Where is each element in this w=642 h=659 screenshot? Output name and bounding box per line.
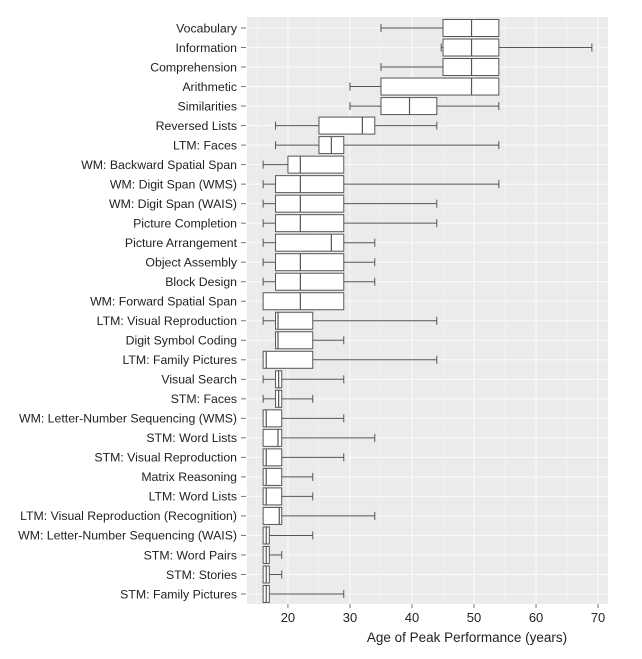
category-label: STM: Family Pictures: [120, 587, 237, 601]
box-stm-family-pictures: [262, 585, 345, 603]
category-label: Comprehension: [150, 60, 237, 74]
box-wm-letter-number-sequencing-wais-: [262, 526, 314, 545]
box-stm-word-lists: [262, 428, 376, 447]
iqr-box: [380, 77, 500, 96]
box-reversed-lists: [275, 116, 438, 135]
iqr-box: [275, 175, 345, 194]
box-wm-digit-span-wms-: [262, 175, 500, 194]
box-wm-backward-spatial-span: [262, 155, 345, 174]
iqr-box: [442, 58, 500, 77]
iqr-box: [380, 97, 438, 116]
iqr-box: [442, 38, 500, 57]
category-label: Digit Symbol Coding: [126, 334, 238, 348]
category-label: LTM: Faces: [173, 138, 237, 152]
category-label: STM: Visual Reproduction: [94, 451, 237, 465]
category-label: Information: [175, 41, 237, 55]
box-wm-forward-spatial-span: [262, 292, 345, 311]
iqr-box: [262, 487, 283, 506]
box-wm-digit-span-wais-: [262, 194, 438, 213]
category-label: Object Assembly: [145, 256, 237, 270]
category-label: Picture Completion: [133, 216, 237, 230]
iqr-box: [262, 292, 345, 311]
x-tick-label: 40: [405, 610, 419, 625]
category-label: STM: Faces: [171, 392, 237, 406]
box-arithmetic: [349, 77, 500, 96]
iqr-box: [275, 272, 345, 291]
iqr-box: [442, 19, 500, 37]
box-stm-faces: [262, 389, 314, 408]
category-label: LTM: Family Pictures: [122, 353, 237, 367]
iqr-box: [262, 506, 283, 525]
box-visual-search: [262, 370, 345, 389]
category-label: WM: Letter-Number Sequencing (WAIS): [18, 529, 237, 543]
iqr-box: [275, 233, 345, 252]
category-label: LTM: Visual Reproduction: [97, 314, 238, 328]
box-block-design: [262, 272, 376, 291]
category-label: STM: Stories: [166, 568, 237, 582]
box-digit-symbol-coding: [275, 331, 345, 350]
category-label: Picture Arrangement: [125, 236, 238, 250]
x-axis: 20 30 40 50 60 70: [281, 604, 605, 625]
category-labels: Vocabulary Information Comprehension Arithm…: [18, 21, 246, 601]
box-matrix-reasoning: [262, 467, 314, 486]
category-label: LTM: Word Lists: [149, 490, 237, 504]
box-ltm-visual-reproduction-recognition-: [262, 506, 376, 525]
iqr-box: [275, 331, 314, 350]
box-ltm-word-lists: [262, 487, 314, 506]
box-wm-letter-number-sequencing-wms-: [262, 409, 345, 428]
box-object-assembly: [262, 253, 376, 272]
category-label: STM: Word Pairs: [144, 548, 237, 562]
box-vocabulary: [380, 19, 500, 37]
x-tick-label: 70: [591, 610, 605, 625]
iqr-box: [318, 116, 376, 135]
box-similarities: [349, 97, 500, 116]
iqr-box: [262, 350, 314, 369]
x-tick-label: 20: [281, 610, 295, 625]
category-label: WM: Digit Span (WAIS): [109, 197, 237, 211]
category-label: WM: Forward Spatial Span: [90, 295, 237, 309]
iqr-box: [262, 448, 283, 467]
box-stm-stories: [262, 565, 283, 584]
box-ltm-visual-reproduction: [262, 311, 438, 330]
box-picture-completion: [262, 214, 438, 233]
category-label: Vocabulary: [176, 21, 238, 35]
category-label: STM: Word Lists: [146, 431, 237, 445]
iqr-box: [262, 467, 283, 486]
iqr-box: [262, 428, 283, 447]
category-label: Arithmetic: [182, 80, 237, 94]
category-label: Matrix Reasoning: [141, 470, 237, 484]
iqr-box: [262, 409, 283, 428]
category-label: Reversed Lists: [156, 119, 237, 133]
category-label: Block Design: [165, 275, 237, 289]
x-tick-label: 30: [343, 610, 357, 625]
category-label: Visual Search: [161, 373, 237, 387]
x-tick-label: 50: [467, 610, 481, 625]
box-picture-arrangement: [262, 233, 376, 252]
iqr-box: [275, 214, 345, 233]
x-tick-label: 60: [529, 610, 543, 625]
boxes: [262, 19, 593, 603]
box-information: [440, 38, 593, 57]
category-label: WM: Backward Spatial Span: [81, 158, 237, 172]
category-label: LTM: Visual Reproduction (Recognition): [20, 509, 237, 523]
iqr-box: [287, 155, 345, 174]
box-ltm-faces: [275, 136, 500, 155]
category-label: WM: Letter-Number Sequencing (WMS): [19, 412, 237, 426]
iqr-box: [275, 253, 345, 272]
category-label: Similarities: [178, 99, 237, 113]
box-stm-word-pairs: [262, 545, 283, 564]
box-ltm-family-pictures: [262, 350, 438, 369]
iqr-box: [275, 311, 314, 330]
category-label: WM: Digit Span (WMS): [110, 177, 237, 191]
box-stm-visual-reproduction: [262, 448, 345, 467]
x-axis-title: Age of Peak Performance (years): [367, 630, 567, 645]
box-comprehension: [380, 58, 500, 77]
iqr-box: [275, 194, 345, 213]
